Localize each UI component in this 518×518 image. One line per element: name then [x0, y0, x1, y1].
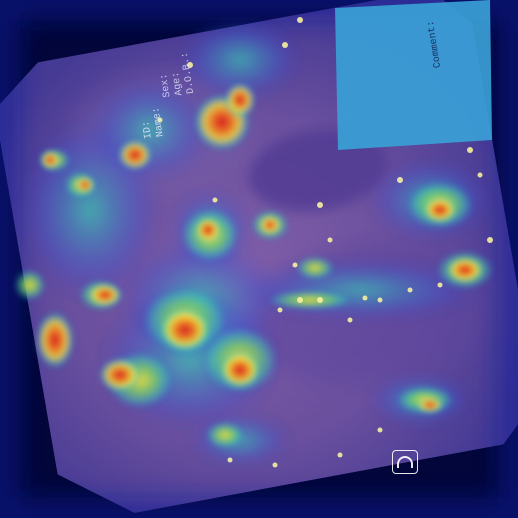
- info-panel: [335, 0, 492, 150]
- heatmap-hot-spots: [35, 82, 485, 413]
- endoscope-orientation-icon: [392, 450, 418, 474]
- heatmap-bright-dots: [157, 17, 493, 468]
